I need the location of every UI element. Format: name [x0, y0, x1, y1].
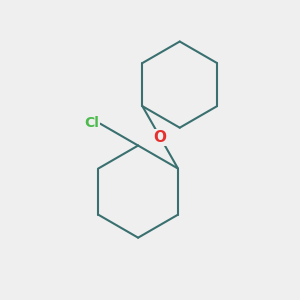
Text: Cl: Cl: [84, 116, 99, 130]
Text: O: O: [154, 130, 167, 145]
